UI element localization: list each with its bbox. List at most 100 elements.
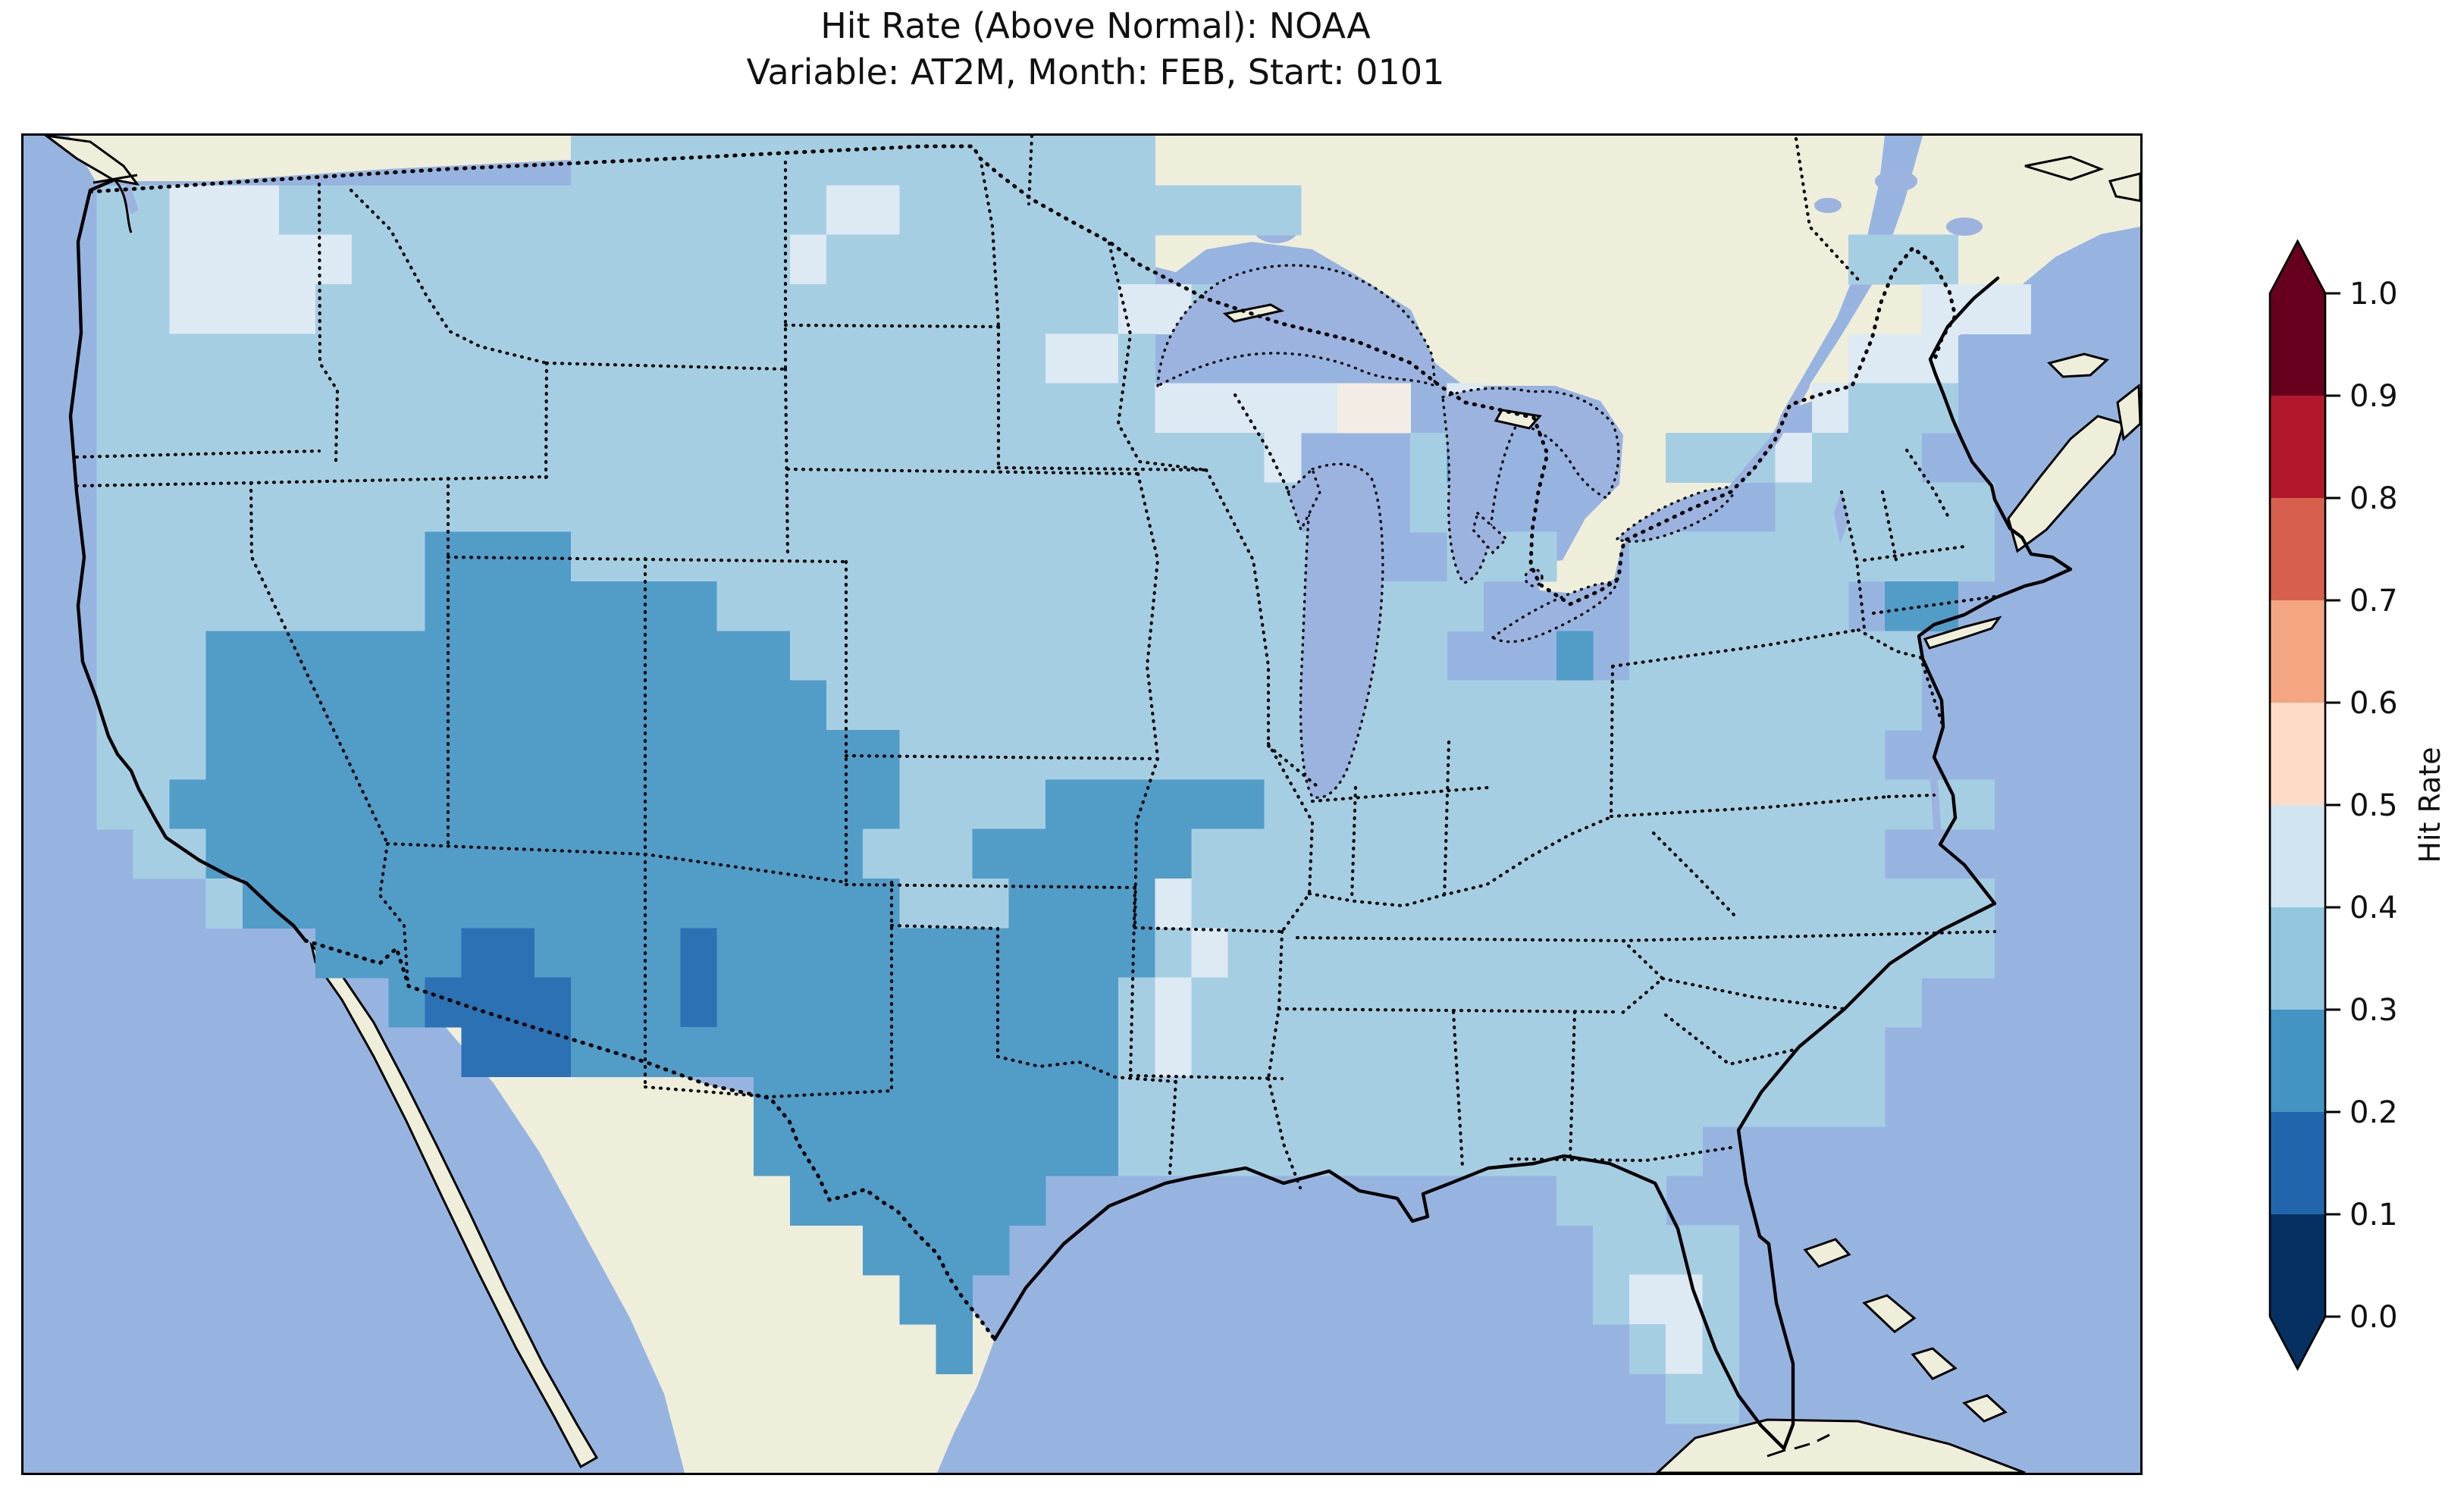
grid-cell	[1848, 334, 1886, 384]
grid-cell	[1337, 1126, 1375, 1176]
grid-cell	[1264, 828, 1302, 879]
grid-cell	[1519, 1076, 1557, 1127]
grid-cell	[96, 531, 134, 582]
grid-cell	[1702, 730, 1740, 780]
grid-cell	[1118, 779, 1155, 830]
grid-cell	[96, 433, 134, 483]
grid-cell	[1191, 433, 1229, 483]
grid-cell	[972, 928, 1010, 979]
grid-cell	[1958, 779, 1995, 830]
grid-cell	[1045, 779, 1083, 830]
grid-cell	[571, 928, 608, 979]
grid-cell	[1008, 730, 1046, 780]
grid-cell	[1191, 1027, 1229, 1077]
grid-cell	[644, 779, 682, 830]
grid-cell	[1155, 531, 1193, 582]
grid-cell	[1155, 631, 1193, 681]
colorbar-segment	[2270, 498, 2325, 601]
lake-superior	[1156, 264, 1437, 388]
grid-cell	[133, 680, 171, 731]
nova-scotia	[2007, 415, 2125, 553]
grid-cell	[936, 1225, 973, 1276]
grid-cell	[789, 334, 827, 384]
grid-cell	[571, 730, 608, 780]
grid-cell	[1227, 433, 1265, 483]
cape-breton-island	[2116, 384, 2140, 441]
grid-cell	[1118, 680, 1155, 731]
grid-cell	[242, 779, 280, 830]
grid-cell	[1300, 828, 1338, 879]
colorbar-tick-label: 0.9	[2350, 379, 2398, 414]
grid-cell	[1738, 1027, 1776, 1077]
newfoundland-edge	[2108, 172, 2140, 202]
grid-cell	[1264, 779, 1302, 830]
grid-cell	[1483, 779, 1521, 830]
grid-cell	[242, 334, 280, 384]
grid-cell	[1374, 1126, 1411, 1176]
grid-cell	[1885, 334, 1922, 384]
title-line-2: Variable: AT2M, Month: FEB, Start: 0101	[746, 51, 1445, 92]
grid-cell	[1264, 928, 1302, 979]
grid-cell	[863, 779, 900, 830]
grid-cell	[1008, 531, 1046, 582]
grid-cell	[899, 234, 937, 285]
grid-cell	[388, 631, 426, 681]
grid-cell	[753, 977, 791, 1028]
grid-cell	[826, 482, 864, 533]
grid-cell	[571, 185, 608, 236]
colorbar-segment	[2270, 600, 2325, 703]
grid-cell	[936, 680, 973, 731]
grid-cell	[1045, 383, 1083, 434]
grid-cell	[936, 1027, 973, 1077]
lake-michigan	[1299, 462, 1384, 799]
grid-cell	[972, 1027, 1010, 1077]
grid-cell	[826, 334, 864, 384]
grid-cell	[789, 581, 827, 631]
grid-cell	[1118, 383, 1155, 434]
colorbar-segment	[2270, 703, 2325, 806]
grid-cell	[1227, 730, 1265, 780]
anticosti-island	[2024, 155, 2105, 181]
grid-cell	[1191, 730, 1229, 780]
great-lakes	[121, 184, 1944, 848]
grid-cell	[1082, 1126, 1119, 1176]
grid-cell	[716, 334, 754, 384]
grid-cell	[1811, 581, 1849, 631]
grid-cell	[644, 828, 682, 879]
grid-cell	[863, 185, 900, 236]
grid-cell	[863, 928, 900, 979]
colorbar-axis-label: Hit Rate	[2413, 747, 2447, 863]
grid-cell	[1775, 977, 1813, 1028]
grid-cell	[1519, 928, 1557, 979]
lake-st-clair	[1524, 568, 1544, 587]
map-svg	[24, 136, 2140, 1473]
grid-cell	[789, 1076, 827, 1127]
grid-cell	[96, 680, 134, 731]
grid-cell	[1227, 879, 1265, 929]
grid-cell	[461, 1027, 499, 1077]
grid-cell	[1410, 977, 1447, 1028]
grid-cell	[1885, 482, 1922, 533]
colorbar-tick-label: 0.1	[2350, 1198, 2398, 1232]
grid-cell	[826, 879, 864, 929]
grid-cell	[497, 1027, 535, 1077]
grid-cell	[789, 1027, 827, 1077]
grid-cell	[1191, 1076, 1229, 1127]
grid-cell	[899, 136, 937, 186]
grid-cell	[133, 482, 171, 533]
grid-cell	[352, 879, 389, 929]
grid-cell	[1045, 482, 1083, 533]
grid-cell	[1592, 977, 1630, 1028]
grid-cell	[242, 730, 280, 780]
grid-cell	[1738, 631, 1776, 681]
grid-cell	[1629, 879, 1666, 929]
grid-cell	[972, 383, 1010, 434]
grid-cell	[133, 284, 171, 334]
grid-cell	[425, 334, 462, 384]
grid-cell	[1264, 1076, 1302, 1127]
grid-cell	[425, 977, 462, 1028]
grid-cell	[1045, 1027, 1083, 1077]
colorbar-tick-label: 0.6	[2350, 686, 2398, 721]
grid-cell	[1775, 879, 1813, 929]
grid-cell	[972, 631, 1010, 681]
